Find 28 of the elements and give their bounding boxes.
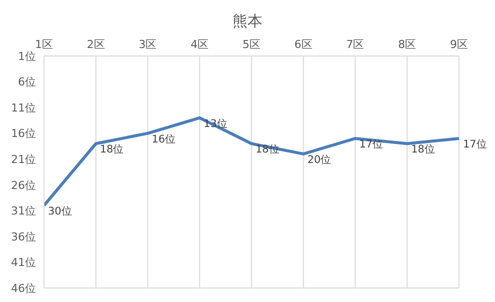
data-label: 17位 [359,138,384,150]
chart-title: 熊本 [232,11,264,32]
data-label: 30位 [48,206,72,218]
x-tick-label: 5区 [242,38,260,51]
y-tick-label: 36位 [11,230,36,244]
line-series [44,116,459,208]
y-tick-label: 6位 [18,76,36,89]
x-tick-label: 9区 [450,38,468,51]
y-tick-label: 1位 [18,50,36,63]
y-tick-label: 11位 [11,101,36,114]
data-label: 16位 [152,133,176,146]
y-tick-label: 21位 [11,153,36,166]
x-tick-label: 2区 [86,38,105,51]
x-tick-label: 6区 [294,38,312,51]
x-tick-label: 3区 [138,38,157,51]
x-tick-label: 1区 [35,38,53,51]
x-tick-label: 7区 [346,38,364,51]
data-label: 20位 [307,154,332,166]
y-tick-label: 26位 [11,178,36,192]
data-label: 17位 [463,138,488,150]
x-tick-label: 8区 [398,38,416,51]
data-label: 18位 [411,144,436,156]
data-label: 18位 [100,144,124,156]
x-tick-label: 4区 [190,38,209,51]
y-tick-label: 46位 [11,282,36,295]
y-tick-label: 31位 [11,204,36,218]
y-tick-label: 41位 [11,256,36,270]
y-tick-label: 16位 [11,127,36,140]
